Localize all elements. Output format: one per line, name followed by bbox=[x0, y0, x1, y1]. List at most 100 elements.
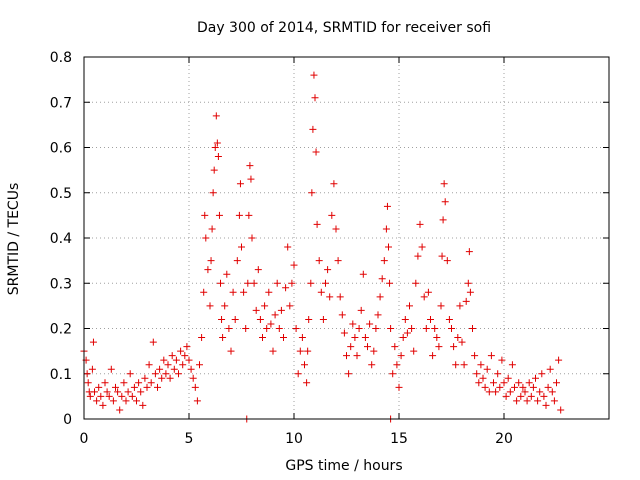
data-point bbox=[519, 383, 527, 391]
data-point bbox=[502, 392, 510, 400]
data-point bbox=[477, 361, 485, 369]
x-tick-label: 0 bbox=[80, 431, 89, 447]
data-point bbox=[445, 315, 453, 323]
data-point bbox=[227, 347, 235, 355]
data-point bbox=[389, 370, 397, 378]
data-point bbox=[448, 325, 455, 332]
data-point bbox=[196, 361, 203, 369]
data-point bbox=[500, 379, 508, 387]
data-point bbox=[265, 288, 273, 296]
data-point bbox=[210, 166, 218, 174]
data-point bbox=[151, 370, 159, 378]
data-point bbox=[120, 379, 128, 387]
data-point bbox=[261, 302, 269, 310]
data-point bbox=[286, 302, 294, 310]
data-point bbox=[310, 71, 318, 79]
y-tick-label: 0.8 bbox=[50, 50, 72, 66]
data-point bbox=[231, 315, 239, 323]
data-point bbox=[378, 275, 386, 283]
data-point bbox=[307, 279, 315, 287]
data-point bbox=[387, 325, 395, 332]
data-point bbox=[313, 220, 321, 228]
data-point bbox=[544, 383, 552, 391]
data-point bbox=[93, 397, 101, 405]
data-point bbox=[525, 379, 533, 387]
data-point bbox=[86, 392, 94, 400]
data-point bbox=[487, 352, 495, 360]
data-points bbox=[80, 71, 565, 423]
data-point bbox=[414, 252, 422, 260]
data-point bbox=[145, 361, 153, 369]
data-point bbox=[95, 383, 103, 391]
data-point bbox=[386, 279, 394, 287]
data-point bbox=[406, 302, 413, 310]
data-point bbox=[207, 257, 215, 265]
data-point bbox=[88, 365, 96, 373]
data-point bbox=[374, 311, 382, 319]
data-point bbox=[252, 306, 260, 314]
data-point bbox=[391, 343, 399, 351]
data-point bbox=[149, 338, 157, 346]
data-point bbox=[247, 175, 255, 183]
data-point bbox=[334, 257, 342, 265]
data-point bbox=[282, 284, 290, 292]
data-point bbox=[433, 334, 441, 342]
y-tick-label: 0 bbox=[63, 412, 72, 428]
data-point bbox=[349, 320, 357, 328]
data-point bbox=[112, 383, 119, 391]
data-point bbox=[540, 392, 548, 400]
data-point bbox=[465, 248, 473, 256]
data-point bbox=[116, 406, 124, 414]
data-point bbox=[208, 225, 216, 233]
data-point bbox=[546, 365, 554, 373]
data-point bbox=[97, 392, 105, 400]
data-point bbox=[303, 379, 311, 387]
data-point bbox=[130, 383, 138, 391]
data-point bbox=[355, 325, 363, 332]
data-point bbox=[175, 370, 182, 378]
data-point bbox=[236, 180, 244, 188]
data-point bbox=[376, 293, 384, 301]
data-point bbox=[158, 374, 166, 382]
data-point bbox=[168, 352, 176, 360]
data-point bbox=[206, 302, 214, 310]
data-point bbox=[162, 370, 170, 378]
data-point bbox=[126, 370, 134, 378]
y-tick-label: 0.5 bbox=[50, 186, 72, 202]
y-tick-label: 0.7 bbox=[50, 95, 72, 111]
data-point bbox=[305, 315, 313, 323]
data-point bbox=[473, 370, 481, 378]
data-point bbox=[383, 202, 391, 210]
data-point bbox=[147, 379, 155, 387]
data-point bbox=[550, 397, 558, 405]
data-point bbox=[523, 397, 531, 405]
data-point bbox=[435, 343, 443, 351]
data-point bbox=[380, 257, 388, 265]
data-point bbox=[515, 379, 523, 387]
data-point bbox=[141, 374, 149, 382]
data-point bbox=[456, 302, 464, 310]
data-point bbox=[485, 388, 493, 396]
data-point bbox=[462, 297, 470, 305]
data-point bbox=[424, 288, 432, 296]
data-point bbox=[154, 383, 161, 391]
data-point bbox=[301, 361, 308, 369]
x-tick-label: 10 bbox=[285, 431, 303, 447]
data-point bbox=[238, 243, 245, 251]
data-point bbox=[440, 180, 448, 188]
plot-frame bbox=[83, 56, 610, 420]
data-point bbox=[89, 338, 97, 346]
data-point bbox=[359, 270, 367, 278]
data-point bbox=[330, 180, 338, 188]
data-point bbox=[304, 347, 312, 355]
data-point bbox=[209, 189, 217, 197]
data-point bbox=[311, 94, 319, 102]
data-point bbox=[427, 315, 434, 323]
data-point bbox=[259, 334, 266, 342]
data-point bbox=[408, 325, 416, 332]
data-point bbox=[198, 334, 206, 342]
data-point bbox=[248, 234, 256, 242]
y-tick-label: 0.2 bbox=[50, 322, 72, 338]
data-point bbox=[170, 365, 178, 373]
